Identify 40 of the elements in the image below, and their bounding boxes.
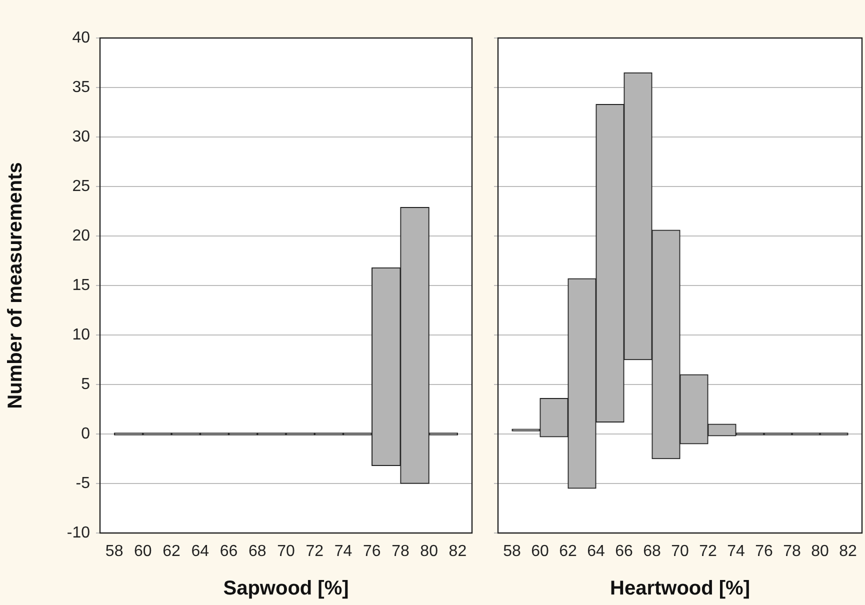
x-tick-label: 60 <box>531 543 549 560</box>
x-tick-label: 62 <box>162 543 181 560</box>
x-tick-label: 66 <box>615 543 633 560</box>
x-tick-label: 80 <box>420 543 438 560</box>
x-tick-label: 74 <box>727 543 745 560</box>
y-tick-label: 15 <box>72 276 90 294</box>
x-tick-label: 64 <box>191 543 210 560</box>
x-tick-label: 68 <box>248 543 266 560</box>
y-tick-label: 40 <box>72 29 90 46</box>
y-tick-label: 0 <box>81 425 90 442</box>
x-tick-label: 70 <box>277 543 295 560</box>
x-tick-label: 76 <box>362 543 381 560</box>
x-tick-label: 80 <box>811 543 829 560</box>
y-tick-label: 25 <box>72 178 90 195</box>
x-tick-label: 70 <box>671 543 689 560</box>
y-axis-title: Number of measurements <box>4 162 27 409</box>
y-tick-label: 5 <box>81 376 90 393</box>
y-tick-label: -5 <box>76 474 90 492</box>
x-tick-label: 82 <box>448 543 467 560</box>
x-tick-label: 64 <box>587 543 605 560</box>
x-tick-label: 78 <box>392 543 410 560</box>
x-axis-title: Sapwood [%] <box>223 578 349 600</box>
x-tick-label: 72 <box>699 543 717 560</box>
x-tick-label: 60 <box>134 543 152 560</box>
y-tick-label: 30 <box>72 128 90 146</box>
x-tick-label: 74 <box>334 543 352 560</box>
y-tick-label: 20 <box>72 227 90 244</box>
x-tick-label: 72 <box>306 543 324 560</box>
y-tick-label: 10 <box>72 326 90 344</box>
x-tick-label: 58 <box>503 543 521 560</box>
x-tick-label: 62 <box>559 543 577 560</box>
x-tick-label: 82 <box>839 543 857 560</box>
x-tick-label: 68 <box>643 543 661 560</box>
x-tick-label: 58 <box>105 543 124 560</box>
x-tick-label: 78 <box>783 543 801 560</box>
y-tick-label: 35 <box>72 78 90 96</box>
y-tick-label: -10 <box>66 524 90 542</box>
x-axis-title: Heartwood [%] <box>610 578 750 600</box>
x-tick-label: 66 <box>220 543 238 560</box>
x-tick-label: 76 <box>755 543 773 560</box>
